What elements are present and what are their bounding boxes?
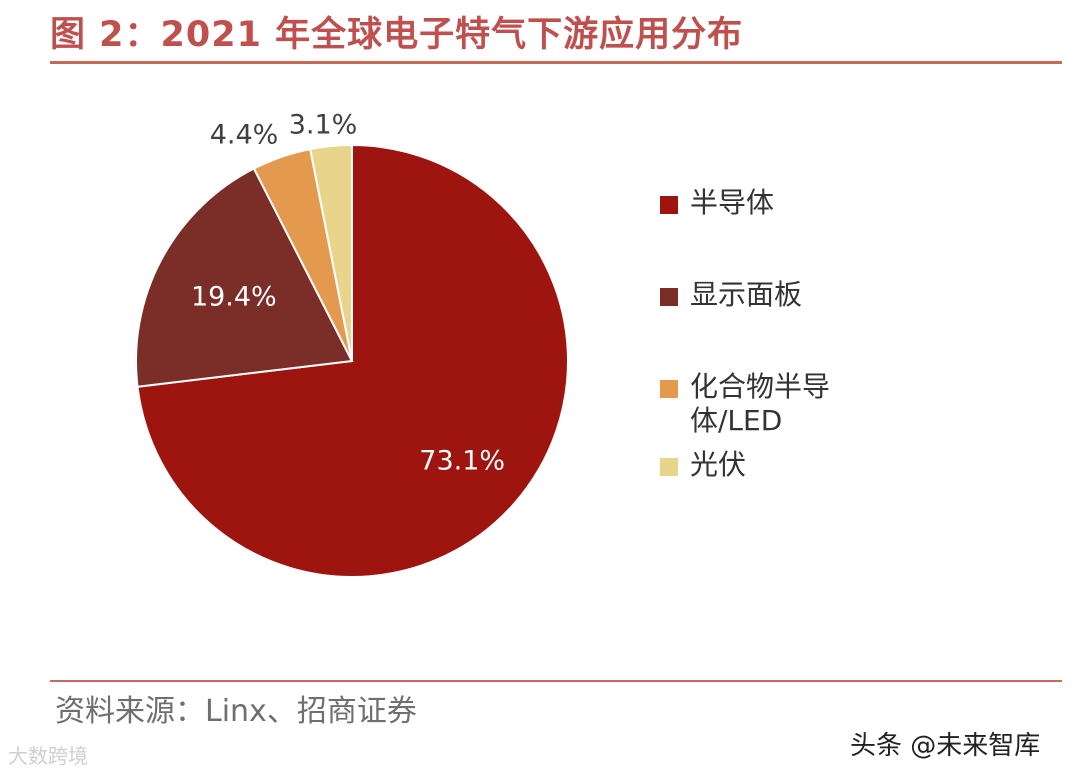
data-label-photovoltaic: 3.1% [289, 110, 358, 141]
legend-item-compound-led: 化合物半导体/LED [660, 370, 900, 438]
legend-label-photovoltaic: 光伏 [690, 448, 747, 481]
legend-item-display-panel: 显示面板 [660, 278, 920, 312]
chart-legend: 半导体 显示面板 化合物半导体/LED 光伏 [660, 186, 920, 482]
data-label-display-panel: 19.4% [191, 281, 277, 312]
legend-swatch-display-panel [660, 288, 678, 306]
legend-label-display-panel: 显示面板 [690, 278, 803, 311]
data-label-compound-led: 4.4% [210, 120, 279, 151]
pie-slice-display-panel [135, 167, 354, 388]
source-divider [50, 680, 1062, 682]
legend-label-compound-led: 化合物半导体/LED [690, 370, 831, 437]
legend-swatch-semiconductor [660, 196, 678, 214]
chart-title: 图 2：2021 年全球电子特气下游应用分布 [50, 15, 744, 55]
legend-item-semiconductor: 半导体 [660, 186, 920, 220]
pie-slice-photovoltaic [309, 143, 353, 362]
legend-swatch-compound-led [660, 380, 678, 398]
legend-label-semiconductor: 半导体 [690, 186, 775, 219]
source-note: 资料来源：Linx、招商证券 [55, 694, 417, 729]
legend-item-photovoltaic: 光伏 [660, 448, 920, 482]
legend-swatch-photovoltaic [660, 458, 678, 476]
title-divider [50, 61, 1062, 64]
data-label-semiconductor: 73.1% [419, 445, 505, 476]
watermark-left: 大数跨境 [8, 744, 88, 768]
watermark-right: 头条 @未来智库 [850, 731, 1041, 761]
